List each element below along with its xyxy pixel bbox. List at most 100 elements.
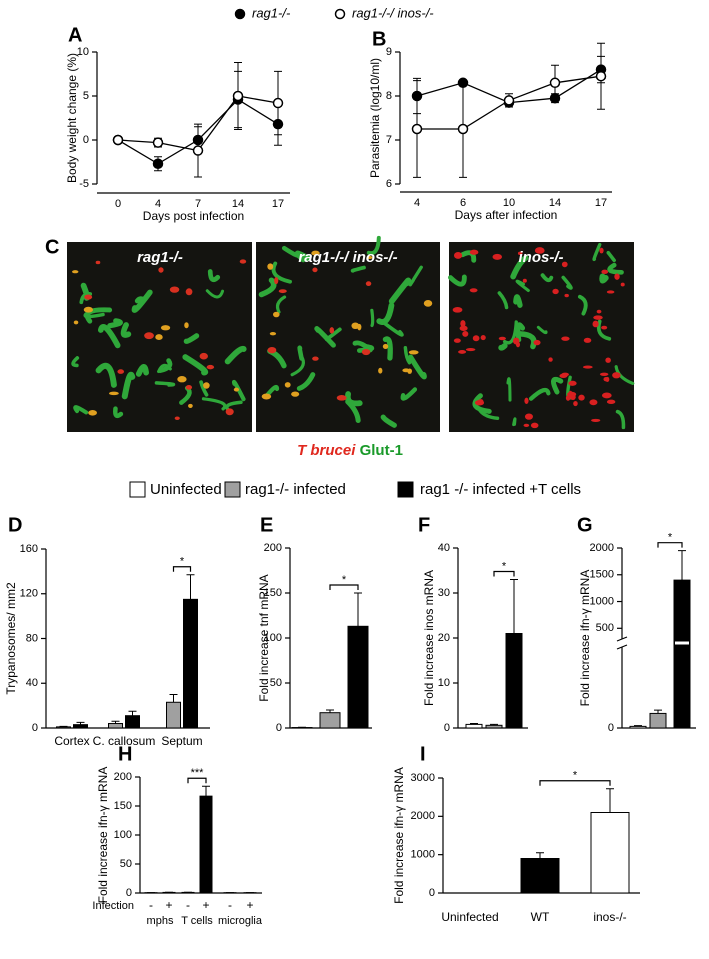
vessel: [512, 417, 517, 427]
vessel: [225, 400, 243, 411]
data-point: [192, 145, 204, 156]
parasite: [589, 399, 598, 406]
bar: [673, 579, 691, 729]
parasite: [592, 320, 599, 328]
vessel: [528, 387, 551, 401]
x-tick-label: 6: [460, 197, 466, 209]
bar: [162, 891, 176, 894]
parasite: [108, 391, 119, 396]
parasite: [117, 369, 125, 374]
vessel: [95, 362, 117, 388]
data-point: [152, 137, 164, 148]
bar: [590, 812, 630, 894]
vessel: [510, 255, 529, 280]
x-row-label: Infection: [92, 900, 134, 912]
x-tick-label: 4: [414, 197, 420, 209]
image-label: inos-/-: [519, 249, 564, 266]
x-tick-label: 17: [272, 198, 284, 210]
significance-label: *: [573, 770, 578, 782]
parasite: [452, 306, 463, 313]
micrographs: [67, 235, 635, 432]
legend-marker: [334, 8, 346, 20]
vessel: [550, 376, 564, 395]
parasite: [199, 352, 208, 360]
parasite: [599, 372, 609, 376]
vessel: [577, 294, 588, 316]
y-tick-label: 1000: [590, 595, 614, 607]
vessel: [380, 414, 397, 428]
data-point: [272, 97, 284, 109]
y-tick-label: 40: [26, 677, 38, 689]
vessel: [314, 325, 336, 348]
parasite: [351, 322, 360, 330]
bar: [465, 723, 483, 729]
vessel: [183, 333, 200, 344]
y-tick-label: 10: [438, 677, 450, 689]
parasite: [533, 339, 541, 346]
panel-letter: A: [68, 24, 82, 46]
parasite: [311, 250, 320, 256]
parasite: [284, 382, 291, 388]
parasite: [530, 422, 539, 429]
vessel: [497, 291, 509, 310]
vessel: [506, 377, 512, 402]
group-label: T cells: [181, 915, 213, 927]
parasite: [453, 338, 461, 343]
y-tick-label: 7: [386, 134, 392, 146]
significance-label: *: [668, 532, 673, 544]
parasite: [274, 277, 279, 285]
parasite: [336, 395, 347, 401]
x-tick-label: 17: [595, 197, 607, 209]
bar: [56, 726, 71, 729]
vessel: [472, 393, 492, 414]
parasite: [382, 343, 389, 349]
vessel: [131, 289, 153, 313]
parasite: [365, 281, 372, 287]
parasite: [512, 337, 520, 345]
y-tick-label: 80: [26, 632, 38, 644]
vessel: [366, 235, 381, 256]
y-tick-label: 0: [83, 134, 89, 146]
data-point: [411, 123, 423, 135]
parasite: [458, 350, 467, 354]
parasite: [469, 288, 478, 293]
parasite: [534, 247, 545, 254]
significance-bracket: [187, 777, 207, 784]
x-tick-label: +: [202, 898, 209, 912]
parasite: [155, 334, 163, 341]
y-tick-label: 0: [276, 722, 282, 734]
vessel: [182, 354, 209, 376]
parasite: [144, 332, 154, 340]
vessel: [71, 356, 80, 368]
panel-letter: G: [577, 514, 593, 536]
vessel: [135, 363, 149, 377]
bar: [649, 712, 667, 729]
y-tick-label: 2000: [590, 542, 614, 554]
bar: [183, 598, 198, 729]
y-tick-label: 200: [114, 771, 132, 783]
vessel: [271, 261, 292, 284]
vessel: [97, 324, 121, 349]
x-tick-label: 14: [232, 198, 244, 210]
parasite: [184, 322, 189, 329]
vessel: [400, 387, 418, 401]
x-tick-label: Septum: [161, 734, 202, 748]
x-tick-label: -: [149, 898, 153, 912]
parasite: [206, 364, 215, 370]
parasite: [465, 348, 476, 352]
vessel: [113, 406, 124, 419]
parasite: [596, 309, 602, 314]
y-tick-label: 500: [596, 622, 614, 634]
parasite: [460, 320, 466, 327]
x-tick-label: -: [186, 898, 190, 912]
x-tick-label: WT: [531, 910, 550, 924]
panel-letter: I: [420, 743, 426, 765]
vessel: [205, 289, 225, 299]
parasite: [561, 261, 568, 268]
error-bar: [186, 574, 195, 600]
panel-letter: E: [260, 514, 273, 536]
panel-letter: D: [8, 514, 22, 536]
y-tick-label: 0: [126, 887, 132, 899]
error-bar: [654, 709, 662, 714]
legend-marker: [234, 8, 246, 20]
